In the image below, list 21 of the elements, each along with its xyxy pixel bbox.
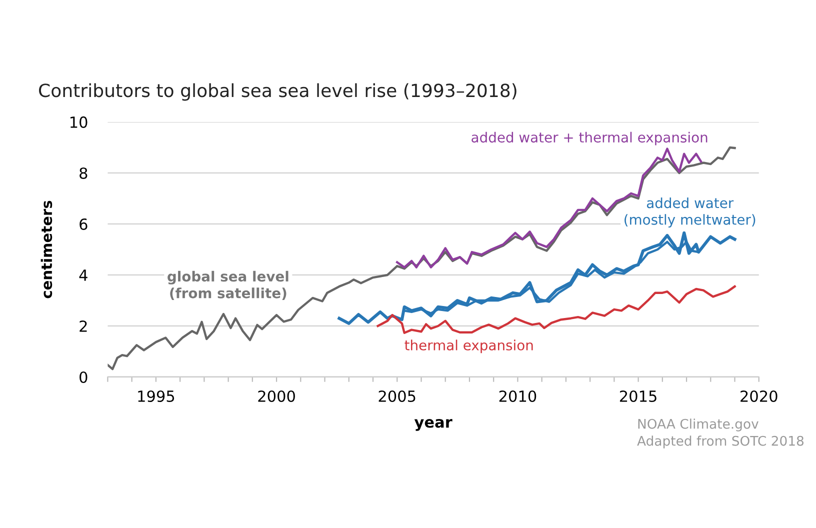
y-tick-label: 6 [80,218,88,230]
x-tick-label: 2005 [378,390,416,402]
x-tick-label: 2015 [620,390,656,402]
y-tick-label: 8 [80,167,88,179]
y-tick-label: 10 [70,116,88,128]
x-tick-label: 2010 [499,390,536,402]
text: Adapted from SOTC 2018 [637,436,804,448]
y-axis-title: centimeters [40,200,52,298]
x-tick-label: 1995 [138,390,174,402]
y-tick-label: 4 [79,270,88,281]
series-label: added water (mostly meltwater) [624,197,756,228]
series-label: thermal expansion [404,340,533,354]
x-tick-label: 2000 [258,390,295,402]
series-label: global sea level (from satellite) [168,270,288,300]
x-tick-label: 2020 [740,390,778,402]
chart-title: Contributors to global sea sea level rise (1993–2018) [39,83,516,101]
y-tick-label: 2 [80,320,87,332]
text: NOAA Climate.gov [638,418,758,432]
series-label: added water + thermal expansion [472,132,708,146]
y-tick-label: 0 [80,371,88,384]
x-axis-title: year [414,419,452,431]
